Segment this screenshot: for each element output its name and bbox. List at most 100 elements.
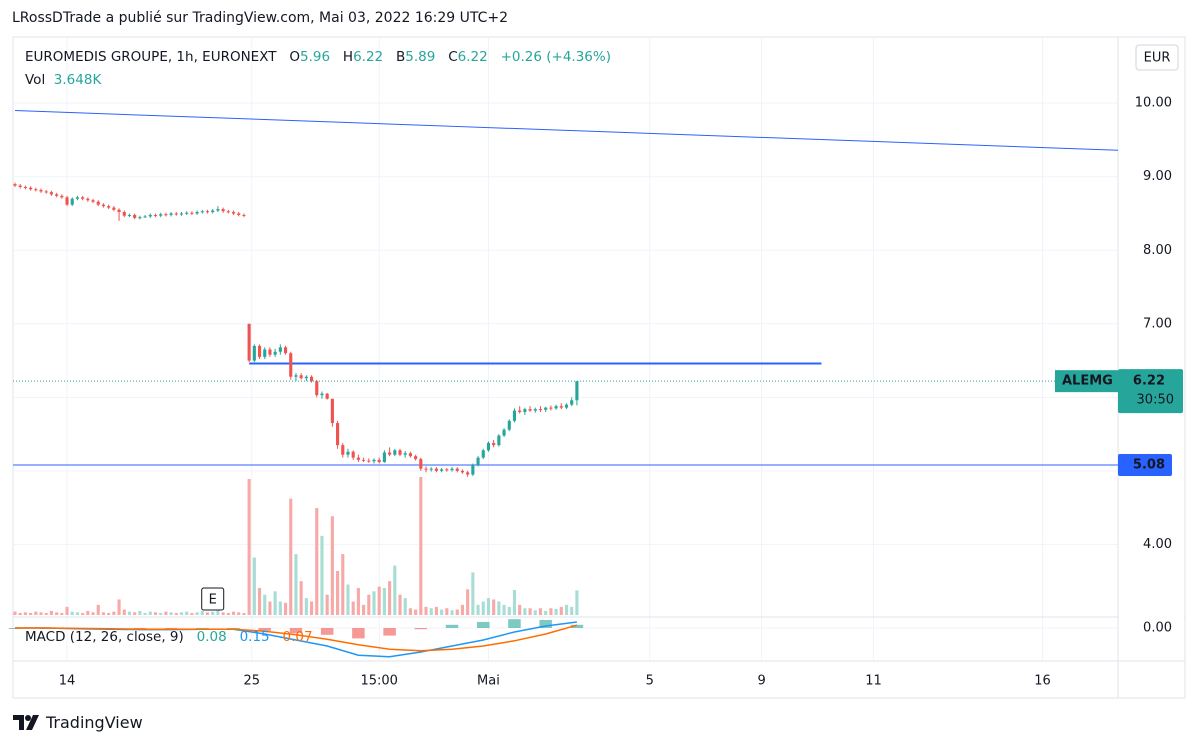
x-tick-label: 16 (1034, 674, 1051, 689)
candle-body (315, 381, 319, 396)
x-tick-label: 15:00 (360, 674, 397, 689)
volume-bar (75, 612, 79, 615)
volume-bar (554, 608, 558, 615)
volume-bar (507, 606, 511, 615)
volume-name: Vol (25, 72, 46, 88)
macd-histogram-bar (477, 622, 490, 628)
candle-body (372, 459, 376, 462)
candle-body (86, 198, 90, 201)
volume-bar (310, 601, 314, 615)
volume-bar (60, 612, 64, 615)
volume-bar (336, 571, 340, 615)
change: +0.26 (+4.36%) (500, 49, 611, 65)
volume-bar (44, 612, 48, 615)
trend-line (14, 110, 1119, 151)
x-tick-label: 5 (646, 674, 654, 689)
candle-body (29, 187, 33, 190)
volume-bar (216, 609, 220, 615)
macd-histogram-bar (383, 628, 396, 636)
volume-bar (471, 572, 475, 615)
volume-bar (393, 565, 397, 615)
volume-bar (273, 591, 277, 615)
candle-body (169, 213, 173, 215)
y-tick-label: 9.00 (1143, 169, 1172, 184)
candle-body (289, 353, 293, 377)
volume-bar (242, 612, 246, 615)
volume-bar (81, 612, 85, 615)
volume-bar (388, 581, 392, 615)
volume-bar (346, 584, 350, 615)
volume-bar (559, 606, 563, 615)
candle-body (252, 345, 256, 361)
logo-part (25, 715, 31, 721)
volume-bar (492, 599, 496, 615)
macd-histogram-bar (352, 628, 365, 639)
last-price-label: 6.22 (1133, 374, 1165, 389)
last-price-box (1118, 369, 1183, 414)
ohlc-key: H (342, 49, 354, 65)
x-tick-label: Mai (477, 674, 500, 689)
y-tick-label: 4.00 (1143, 537, 1172, 552)
candle-body (60, 195, 64, 198)
candle-body (346, 451, 350, 455)
volume-bar (247, 479, 251, 615)
volume-bar (164, 611, 168, 615)
volume-bar (138, 610, 142, 615)
volume-bar (512, 589, 517, 615)
brand-name: TradingView (46, 713, 143, 732)
symbol-legend: EUROMEDIS GROUPE, 1h, EURONEXT O5.96 H6.… (25, 49, 611, 65)
volume-bar (351, 601, 355, 615)
candle-body (492, 442, 496, 446)
candle-body (159, 214, 163, 216)
x-tick-label: 9 (757, 674, 765, 689)
volume-bar (148, 611, 152, 615)
candle-body (127, 214, 132, 216)
volume-bar (377, 586, 381, 615)
candle-body (320, 393, 324, 396)
y-tick-label: 10.00 (1135, 96, 1172, 111)
candle-body (143, 216, 147, 218)
volume-bar (96, 604, 100, 615)
y-tick-label: 0.00 (1143, 621, 1172, 636)
volume-bar (533, 610, 537, 615)
candle-body (278, 347, 282, 352)
logo-part (13, 715, 24, 730)
signal-value: 0.07 (282, 629, 313, 645)
volume-bar (159, 612, 163, 615)
candle-body (179, 213, 184, 215)
candle-body (481, 450, 485, 458)
volume-bar (190, 612, 194, 615)
volume-bar (294, 554, 298, 615)
volume-bar (564, 604, 569, 615)
candle-body (414, 456, 418, 460)
volume-bar (153, 612, 158, 615)
volume-bar (185, 611, 189, 615)
volume-bar (101, 612, 106, 615)
volume-bar (367, 594, 371, 615)
volume-bar (356, 587, 360, 615)
volume-bar (65, 606, 69, 615)
ohlc-key: O (289, 49, 300, 65)
macd-histogram-bar (414, 628, 428, 630)
candle-body (299, 375, 303, 379)
candle-body (247, 323, 251, 361)
candle-body (185, 212, 189, 214)
volume-bar (49, 610, 53, 615)
volume-bar (476, 604, 480, 615)
ohlc-key: C (448, 49, 458, 65)
volume-bar (575, 590, 579, 615)
volume-bar (419, 477, 423, 615)
candle-body (138, 217, 142, 219)
volume-bar (169, 612, 173, 615)
price-axis (1119, 38, 1184, 660)
ohlc-value: 6.22 (353, 49, 384, 65)
macd-histogram-bar (445, 624, 459, 628)
candle-body (382, 452, 386, 463)
volume-bar (226, 612, 230, 615)
histogram-value: 0.08 (196, 629, 227, 645)
volume-bar (330, 516, 334, 615)
volume-bar (325, 594, 329, 615)
price-label-box (1118, 453, 1172, 476)
candle-body (330, 398, 334, 424)
